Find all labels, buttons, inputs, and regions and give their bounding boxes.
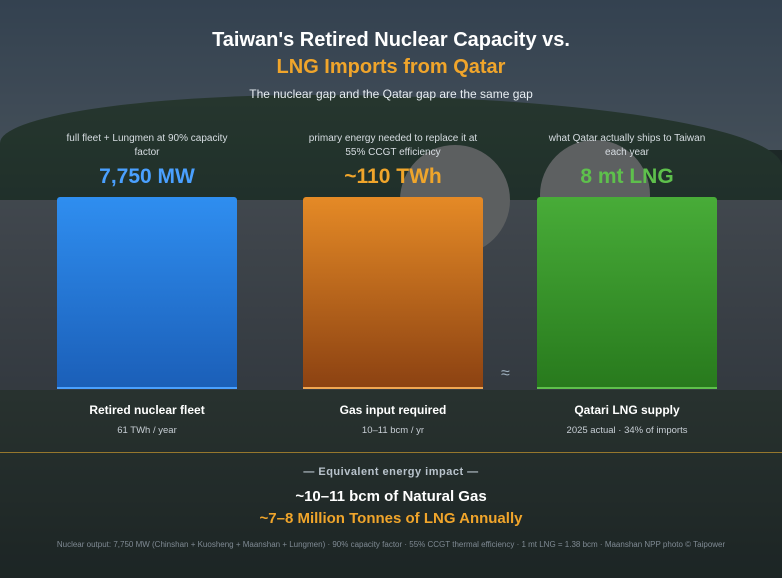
bar-description: primary energy needed to replace it at 5… (308, 133, 478, 158)
bar-category-label: Retired nuclear fleet (89, 403, 205, 417)
bar-category-label: Gas input required (339, 403, 447, 417)
bar-category-label: Qatari LNG supply (574, 403, 680, 417)
bar-description: full fleet + Lungmen at 90% capacity fac… (66, 133, 228, 158)
bar-column-lng: what Qatar actually ships to Taiwan each… (537, 132, 717, 436)
bar-nuclear (57, 197, 237, 389)
bar-sublabel: 61 TWh / year (117, 425, 177, 436)
chart-title: Taiwan's Retired Nuclear Capacity vs. (212, 29, 570, 51)
bar-description: what Qatar actually ships to Taiwan each… (548, 133, 706, 158)
bar-lng (537, 197, 717, 389)
chart-title-highlight: LNG Imports from Qatar (276, 56, 506, 78)
bar-column-nuclear: full fleet + Lungmen at 90% capacity fac… (57, 132, 237, 436)
chart-subtitle: The nuclear gap and the Qatar gap are th… (249, 87, 533, 101)
bar-sublabel: 10–11 bcm / yr (361, 425, 425, 436)
bar-sublabel: 2025 actual · 34% of imports (566, 425, 688, 436)
bar-value-label: ~110 TWh (344, 165, 442, 188)
approx-symbol: ≈ (501, 365, 510, 382)
equivalent-lng: ~7–8 Million Tonnes of LNG Annually (259, 510, 523, 527)
bar-value-label: 7,750 MW (99, 165, 195, 188)
bar-column-gas: primary energy needed to replace it at 5… (303, 132, 483, 436)
equivalent-gas: ~10–11 bcm of Natural Gas (295, 488, 487, 505)
bar-gas (303, 197, 483, 389)
bar-value-label: 8 mt LNG (580, 165, 674, 188)
footnote: Nuclear output: 7,750 MW (Chinshan + Kuo… (56, 540, 726, 549)
section-divider (0, 452, 782, 453)
equivalent-heading: — Equivalent energy impact — (303, 466, 479, 478)
